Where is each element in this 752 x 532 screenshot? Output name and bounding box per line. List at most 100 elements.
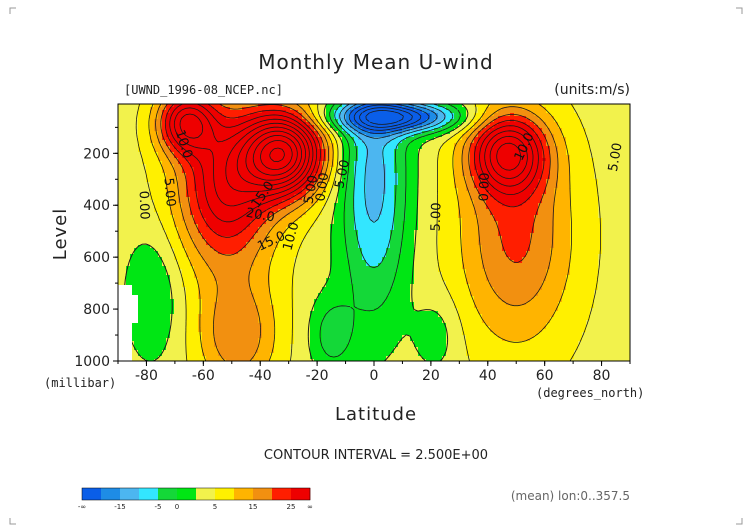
field-cell bbox=[242, 323, 247, 327]
field-cell bbox=[142, 125, 147, 129]
field-cell bbox=[194, 173, 199, 177]
field-cell bbox=[226, 152, 231, 156]
field-cell bbox=[138, 284, 143, 288]
field-cell bbox=[218, 284, 223, 288]
field-cell bbox=[202, 146, 207, 150]
field-cell bbox=[118, 158, 123, 162]
field-cell bbox=[294, 311, 299, 315]
field-cell bbox=[246, 323, 251, 327]
field-cell bbox=[146, 320, 151, 324]
field-cell bbox=[182, 227, 187, 231]
field-cell bbox=[298, 296, 303, 300]
field-cell bbox=[134, 218, 139, 222]
field-cell bbox=[230, 326, 235, 330]
field-cell bbox=[158, 176, 163, 180]
field-cell bbox=[282, 203, 287, 207]
field-cell bbox=[166, 221, 171, 225]
field-cell bbox=[282, 284, 287, 288]
field-cell bbox=[206, 155, 211, 159]
field-cell bbox=[250, 320, 255, 324]
field-cell bbox=[318, 347, 323, 351]
field-cell bbox=[134, 329, 139, 333]
field-cell bbox=[178, 149, 183, 153]
field-cell bbox=[126, 167, 131, 171]
field-cell bbox=[158, 125, 163, 129]
field-cell bbox=[186, 170, 191, 174]
field-cell bbox=[238, 353, 243, 357]
field-cell bbox=[206, 197, 211, 201]
field-cell bbox=[238, 335, 243, 339]
field-cell bbox=[218, 158, 223, 162]
field-cell bbox=[174, 308, 179, 312]
field-cell bbox=[310, 296, 315, 300]
field-cell bbox=[242, 146, 247, 150]
field-cell bbox=[134, 281, 139, 285]
field-cell bbox=[230, 218, 235, 222]
field-cell bbox=[234, 290, 239, 294]
field-cell bbox=[218, 188, 223, 192]
field-cell bbox=[206, 167, 211, 171]
field-cell bbox=[178, 320, 183, 324]
field-cell bbox=[154, 164, 159, 168]
field-cell bbox=[162, 122, 167, 126]
field-cell bbox=[314, 209, 319, 213]
field-cell bbox=[250, 134, 255, 138]
field-cell bbox=[238, 197, 243, 201]
field-cell bbox=[214, 230, 219, 234]
field-cell bbox=[178, 290, 183, 294]
field-cell bbox=[138, 251, 143, 255]
field-cell bbox=[158, 287, 163, 291]
field-cell bbox=[118, 278, 123, 282]
field-cell bbox=[302, 344, 307, 348]
field-cell bbox=[162, 146, 167, 150]
field-cell bbox=[314, 230, 319, 234]
field-cell bbox=[250, 341, 255, 345]
field-cell bbox=[242, 347, 247, 351]
field-cell bbox=[138, 161, 143, 165]
field-cell bbox=[134, 173, 139, 177]
field-cell bbox=[218, 137, 223, 141]
field-cell bbox=[206, 182, 211, 186]
field-cell bbox=[182, 329, 187, 333]
field-cell bbox=[250, 224, 255, 228]
field-cell bbox=[174, 104, 179, 108]
field-cell bbox=[154, 275, 159, 279]
field-cell bbox=[210, 341, 215, 345]
field-cell bbox=[230, 293, 235, 297]
field-cell bbox=[186, 341, 191, 345]
field-cell bbox=[130, 266, 135, 270]
field-cell bbox=[126, 275, 131, 279]
field-cell bbox=[182, 281, 187, 285]
field-cell bbox=[250, 152, 255, 156]
field-cell bbox=[122, 167, 127, 171]
field-cell bbox=[318, 143, 323, 147]
field-cell bbox=[242, 107, 247, 111]
field-cell bbox=[154, 248, 159, 252]
field-cell bbox=[234, 332, 239, 336]
field-cell bbox=[238, 209, 243, 213]
field-cell bbox=[262, 224, 267, 228]
field-cell bbox=[206, 245, 211, 249]
field-cell bbox=[254, 224, 259, 228]
field-cell bbox=[126, 146, 131, 150]
field-cell bbox=[294, 356, 299, 360]
field-cell bbox=[234, 284, 239, 288]
field-cell bbox=[214, 290, 219, 294]
field-cell bbox=[150, 248, 155, 252]
field-cell bbox=[154, 146, 159, 150]
field-cell bbox=[222, 209, 227, 213]
field-cell bbox=[274, 152, 279, 156]
field-cell bbox=[226, 239, 231, 243]
field-cell bbox=[182, 104, 187, 108]
field-cell bbox=[174, 230, 179, 234]
field-cell bbox=[150, 341, 155, 345]
field-cell bbox=[178, 206, 183, 210]
field-cell bbox=[250, 308, 255, 312]
field-cell bbox=[226, 233, 231, 237]
field-cell bbox=[254, 266, 259, 270]
field-cell bbox=[282, 218, 287, 222]
field-cell bbox=[178, 251, 183, 255]
field-cell bbox=[226, 164, 231, 168]
field-cell bbox=[226, 200, 231, 204]
field-cell bbox=[190, 302, 195, 306]
